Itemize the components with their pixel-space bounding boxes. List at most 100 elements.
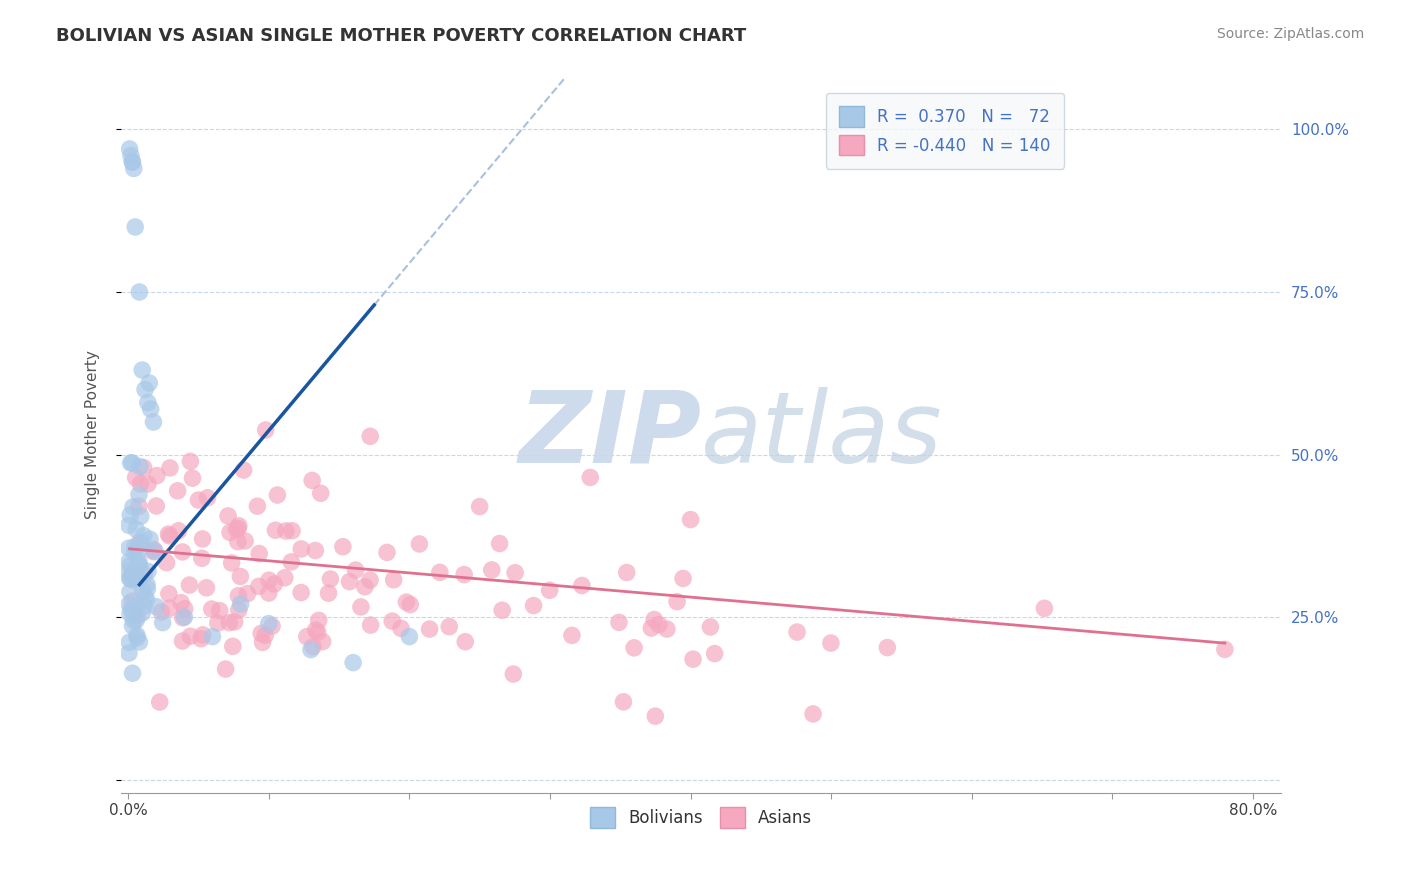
Point	[395, 595, 418, 609]
Point	[118, 142, 141, 156]
Point	[197, 491, 219, 505]
Point	[561, 628, 583, 642]
Point	[299, 642, 322, 657]
Point	[502, 667, 524, 681]
Point	[252, 635, 274, 649]
Point	[118, 555, 141, 569]
Point	[157, 527, 180, 541]
Point	[229, 597, 252, 611]
Point	[128, 535, 150, 549]
Point	[319, 572, 342, 586]
Point	[181, 471, 204, 485]
Point	[136, 582, 159, 596]
Point	[134, 599, 156, 614]
Point	[232, 463, 254, 477]
Point	[648, 617, 671, 632]
Point	[359, 573, 381, 587]
Point	[125, 572, 148, 586]
Point	[118, 635, 141, 649]
Point	[226, 534, 249, 549]
Point	[132, 460, 155, 475]
Point	[159, 601, 181, 615]
Point	[612, 695, 634, 709]
Point	[128, 285, 150, 299]
Point	[381, 614, 404, 628]
Point	[179, 629, 201, 643]
Point	[118, 597, 141, 611]
Point	[136, 565, 159, 579]
Point	[136, 577, 159, 591]
Point	[128, 558, 150, 573]
Point	[228, 518, 250, 533]
Point	[672, 572, 695, 586]
Point	[173, 610, 195, 624]
Point	[134, 567, 156, 582]
Point	[398, 630, 420, 644]
Point	[121, 155, 143, 169]
Point	[120, 602, 142, 616]
Point	[179, 454, 201, 468]
Point	[152, 615, 174, 630]
Point	[247, 547, 270, 561]
Point	[118, 541, 141, 556]
Point	[131, 583, 153, 598]
Point	[1033, 601, 1056, 615]
Point	[304, 623, 326, 637]
Point	[172, 545, 194, 559]
Point	[121, 567, 143, 582]
Point	[124, 540, 146, 554]
Point	[124, 545, 146, 559]
Point	[246, 499, 269, 513]
Point	[221, 556, 243, 570]
Point	[876, 640, 898, 655]
Point	[290, 541, 312, 556]
Point	[224, 615, 246, 629]
Point	[226, 521, 249, 535]
Point	[344, 563, 367, 577]
Point	[129, 477, 152, 491]
Point	[121, 566, 143, 581]
Point	[127, 609, 149, 624]
Point	[121, 594, 143, 608]
Point	[122, 500, 145, 514]
Point	[159, 529, 181, 543]
Text: atlas: atlas	[702, 386, 943, 483]
Point	[217, 508, 239, 523]
Point	[122, 613, 145, 627]
Point	[129, 509, 152, 524]
Point	[538, 583, 561, 598]
Point	[607, 615, 630, 630]
Point	[408, 537, 430, 551]
Point	[382, 573, 405, 587]
Point	[136, 395, 159, 409]
Point	[453, 567, 475, 582]
Point	[429, 566, 451, 580]
Point	[274, 571, 297, 585]
Point	[703, 647, 725, 661]
Point	[643, 613, 665, 627]
Point	[262, 619, 284, 633]
Point	[143, 544, 166, 558]
Point	[128, 635, 150, 649]
Point	[201, 602, 224, 616]
Point	[173, 601, 195, 615]
Point	[640, 621, 662, 635]
Point	[229, 569, 252, 583]
Legend: Bolivians, Asians: Bolivians, Asians	[583, 801, 818, 834]
Point	[125, 628, 148, 642]
Point	[128, 554, 150, 568]
Point	[145, 599, 167, 614]
Point	[308, 613, 330, 627]
Point	[579, 470, 602, 484]
Point	[1213, 642, 1236, 657]
Point	[125, 599, 148, 614]
Point	[247, 579, 270, 593]
Point	[134, 383, 156, 397]
Point	[699, 620, 721, 634]
Point	[142, 542, 165, 557]
Point	[122, 161, 145, 176]
Point	[118, 565, 141, 579]
Point	[481, 563, 503, 577]
Point	[488, 536, 510, 550]
Point	[145, 499, 167, 513]
